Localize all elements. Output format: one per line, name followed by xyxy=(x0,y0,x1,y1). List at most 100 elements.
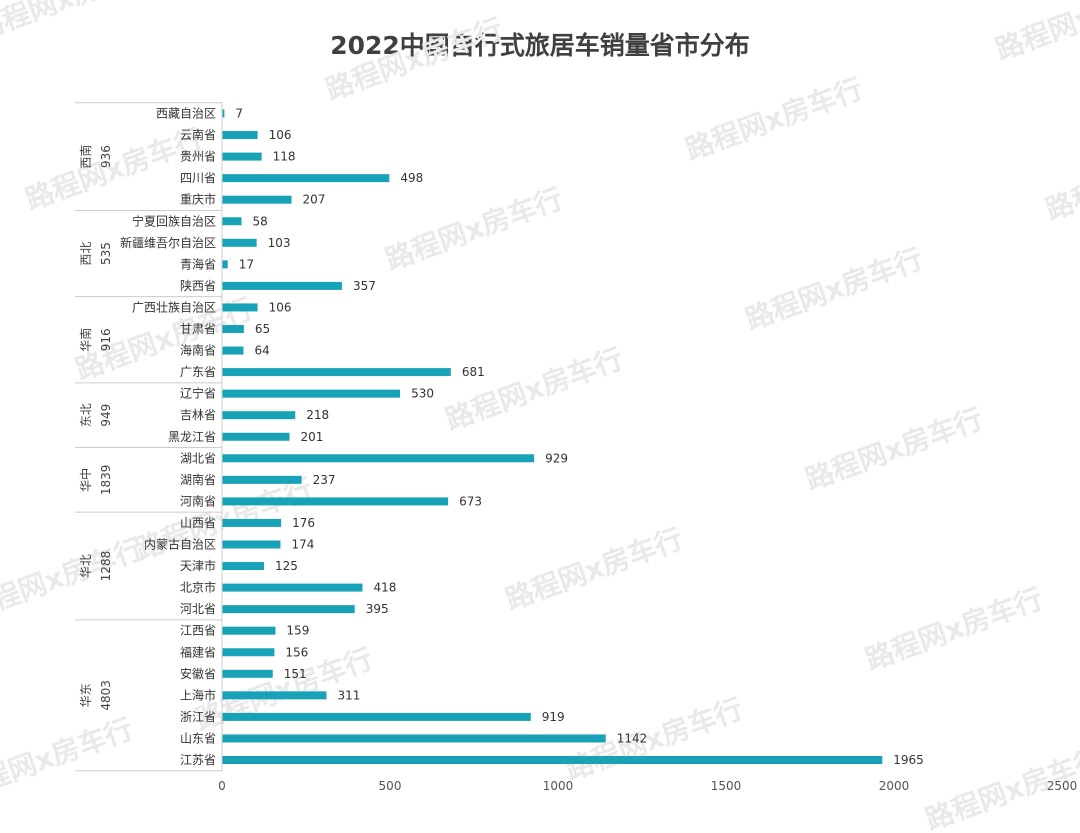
value-label: 237 xyxy=(313,473,336,487)
bar xyxy=(222,152,262,161)
category-label: 辽宁省 xyxy=(180,386,216,401)
bar xyxy=(222,368,451,377)
value-label: 7 xyxy=(235,107,243,121)
value-label: 929 xyxy=(545,451,568,465)
category-label: 江西省 xyxy=(180,624,216,638)
bar xyxy=(222,281,342,290)
x-tick-label: 2000 xyxy=(879,779,910,793)
category-label: 四川省 xyxy=(180,171,216,185)
bar xyxy=(222,346,244,355)
value-label: 1142 xyxy=(617,731,648,745)
group-total-label: 936 xyxy=(99,145,113,168)
category-label: 北京市 xyxy=(180,580,216,595)
category-label: 云南省 xyxy=(180,127,216,142)
bar xyxy=(222,217,242,226)
value-label: 106 xyxy=(269,128,292,142)
watermark-text: 路程网x房车行 xyxy=(861,582,1047,677)
value-label: 311 xyxy=(337,688,360,702)
value-label: 919 xyxy=(542,710,565,724)
value-label: 498 xyxy=(400,171,423,185)
bar xyxy=(222,238,257,247)
bar xyxy=(222,712,531,721)
category-label: 上海市 xyxy=(180,687,216,702)
bar xyxy=(222,734,606,743)
category-label: 浙江省 xyxy=(180,710,216,724)
watermark-text: 路程网x房车行 xyxy=(991,0,1080,67)
group-total-label: 949 xyxy=(99,404,113,427)
watermark-text: 路程网x房车行 xyxy=(0,712,137,807)
bar xyxy=(222,756,883,764)
bar xyxy=(222,454,535,463)
x-tick-label: 1500 xyxy=(711,779,742,793)
value-label: 103 xyxy=(268,236,291,250)
bar xyxy=(222,109,225,118)
bar xyxy=(222,497,449,506)
bar xyxy=(222,303,258,312)
category-label: 福建省 xyxy=(180,644,216,659)
bar xyxy=(222,432,290,441)
category-label: 陕西省 xyxy=(180,278,216,293)
bar xyxy=(222,195,292,204)
category-label: 河北省 xyxy=(180,602,216,616)
category-label: 黑龙江省 xyxy=(168,430,216,444)
category-label: 广东省 xyxy=(180,365,216,379)
value-label: 159 xyxy=(286,624,309,638)
category-label: 安徽省 xyxy=(180,666,216,681)
watermark-text: 路程网x房车行 xyxy=(0,532,147,627)
group-name-label: 华中 xyxy=(78,468,93,492)
value-label: 125 xyxy=(275,559,298,573)
category-label: 山西省 xyxy=(180,516,216,530)
value-label: 176 xyxy=(292,516,315,530)
category-label: 甘肃省 xyxy=(180,322,216,336)
category-label: 湖北省 xyxy=(180,450,216,465)
value-label: 151 xyxy=(284,667,307,681)
watermark-text: 路程网x房车行 xyxy=(501,522,687,617)
bar xyxy=(222,691,327,700)
bar xyxy=(222,411,296,420)
value-label: 673 xyxy=(459,494,482,508)
value-label: 357 xyxy=(353,279,376,293)
group-total-label: 4803 xyxy=(99,680,113,711)
group-name-label: 华北 xyxy=(79,554,93,578)
group-total-label: 1839 xyxy=(99,465,113,496)
category-label: 河南省 xyxy=(180,493,216,508)
x-tick-label: 500 xyxy=(379,779,402,793)
value-label: 218 xyxy=(306,408,329,422)
category-label: 青海省 xyxy=(180,256,216,271)
plot-area: 西藏自治区 7 云南省 106 贵州省 118 四川省 498 重庆市 207 宁夏回族自治区 58 新… xyxy=(75,102,1078,793)
chart-title: 2022中国自行式旅居车销量省市分布 xyxy=(330,31,750,60)
group-total-label: 535 xyxy=(99,242,113,265)
watermark-text: 路程网x房车行 xyxy=(1041,132,1080,227)
group-total-label: 916 xyxy=(99,328,113,351)
bar xyxy=(222,475,302,484)
category-label: 山东省 xyxy=(180,731,216,745)
watermark-text: 路程网x房车行 xyxy=(321,12,507,107)
category-label: 宁夏回族自治区 xyxy=(132,213,216,228)
category-label: 重庆市 xyxy=(180,192,216,207)
watermark-text: 路程网x房车行 xyxy=(741,242,927,337)
bar xyxy=(222,583,363,592)
watermark-text: 路程网x房车行 xyxy=(441,342,627,437)
watermark-text: 路程网x房车行 xyxy=(0,0,157,47)
bar xyxy=(222,669,273,678)
bar xyxy=(222,518,282,527)
value-label: 207 xyxy=(303,193,326,207)
group-name-label: 华东 xyxy=(79,683,93,707)
category-label: 江苏省 xyxy=(180,753,216,767)
x-tick-label: 1000 xyxy=(543,779,574,793)
bar xyxy=(222,562,264,571)
value-label: 64 xyxy=(255,344,270,358)
category-label: 吉林省 xyxy=(180,408,216,422)
value-label: 118 xyxy=(273,150,296,164)
category-label: 广西壮族自治区 xyxy=(132,300,216,314)
value-label: 174 xyxy=(291,538,314,552)
group-name-label: 西北 xyxy=(79,242,93,266)
value-label: 418 xyxy=(373,581,396,595)
x-tick-label: 0 xyxy=(218,779,226,793)
x-tick-label: 2500 xyxy=(1047,779,1078,793)
bar xyxy=(222,626,276,635)
bar xyxy=(222,648,275,657)
value-label: 106 xyxy=(269,300,292,314)
